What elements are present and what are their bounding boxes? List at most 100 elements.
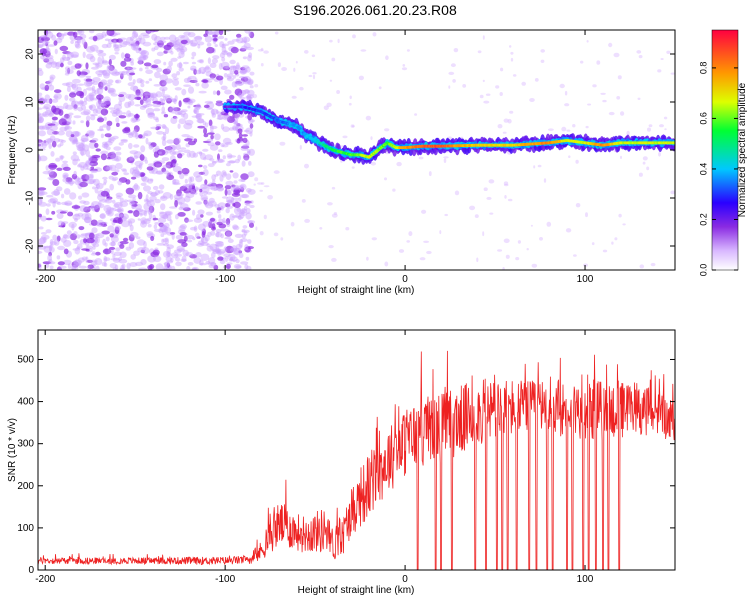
noise-blob (75, 43, 81, 49)
noise-blob (152, 103, 162, 108)
noise-blob (187, 31, 196, 38)
noise-blob (114, 213, 124, 218)
noise-blob (236, 79, 245, 86)
noise-blob (224, 185, 232, 190)
noise-blob (92, 81, 99, 85)
noise-blob (215, 141, 221, 146)
noise-blob (312, 74, 316, 80)
noise-blob (136, 239, 146, 246)
noise-blob (89, 173, 94, 179)
noise-blob (238, 132, 243, 139)
noise-blob (168, 60, 173, 67)
noise-blob (153, 161, 163, 168)
noise-blob (58, 118, 67, 126)
noise-blob (77, 257, 85, 263)
noise-blob (220, 143, 225, 148)
noise-blob (401, 67, 408, 71)
noise-blob (358, 75, 364, 81)
noise-blob (111, 171, 119, 176)
noise-blob (114, 208, 124, 212)
noise-blob (112, 253, 116, 259)
noise-blob (117, 207, 124, 214)
noise-blob (406, 240, 411, 243)
noise-blob (222, 137, 232, 145)
noise-blob (96, 203, 105, 209)
noise-blob (219, 174, 224, 182)
noise-blob (217, 256, 224, 261)
noise-blob (135, 165, 142, 169)
noise-blob (648, 124, 653, 128)
noise-blob (45, 138, 54, 143)
noise-blob (507, 118, 512, 124)
noise-blob (76, 70, 82, 76)
noise-blob (83, 163, 89, 170)
noise-blob (232, 126, 239, 131)
noise-blob (125, 179, 131, 185)
snr-x-tick-label: -100 (215, 574, 235, 585)
noise-blob (57, 144, 62, 148)
noise-blob (73, 115, 82, 119)
noise-blob (120, 214, 125, 219)
noise-blob (79, 181, 88, 188)
noise-blob (190, 226, 197, 231)
noise-blob (210, 262, 217, 267)
noise-blob (180, 258, 187, 262)
noise-blob (229, 65, 238, 71)
noise-blob (215, 102, 224, 106)
noise-blob (153, 255, 162, 263)
noise-blob (281, 67, 287, 71)
noise-blob (227, 189, 231, 196)
noise-blob (232, 259, 236, 263)
noise-blob (73, 259, 81, 267)
noise-blob (114, 71, 120, 76)
noise-blob (225, 200, 233, 203)
noise-blob (42, 170, 52, 175)
noise-blob (178, 118, 186, 125)
noise-blob (94, 258, 103, 266)
noise-blob (47, 169, 54, 176)
noise-blob (106, 209, 110, 216)
colorbar-tick-label: 0.0 (698, 264, 708, 277)
noise-blob (229, 59, 236, 65)
noise-blob (372, 32, 377, 37)
noise-blob (96, 64, 100, 67)
noise-blob (222, 220, 228, 224)
noise-blob (187, 99, 194, 106)
noise-blob (591, 242, 595, 246)
noise-blob (217, 251, 225, 254)
noise-blob (58, 109, 64, 116)
noise-blob (156, 51, 164, 57)
noise-blob (161, 106, 165, 113)
noise-blob (101, 31, 107, 38)
noise-blob (121, 121, 128, 124)
noise-blob (232, 225, 240, 231)
noise-blob (64, 66, 71, 71)
noise-blob (170, 98, 178, 103)
noise-blob (102, 176, 108, 180)
noise-blob (585, 212, 588, 218)
noise-blob (147, 191, 153, 195)
noise-blob (101, 61, 110, 65)
noise-blob (49, 197, 58, 203)
noise-blob (193, 267, 197, 270)
noise-blob (66, 86, 71, 93)
noise-blob (174, 95, 178, 102)
noise-blob (102, 69, 111, 77)
noise-blob (203, 199, 208, 205)
noise-blob (202, 165, 208, 170)
noise-blob (245, 202, 251, 207)
noise-blob (245, 188, 252, 193)
noise-blob (178, 67, 184, 72)
noise-blob (243, 42, 251, 49)
colorbar-tick-label: 0.2 (698, 213, 708, 226)
noise-blob (63, 32, 69, 36)
noise-blob (165, 211, 172, 216)
noise-blob (107, 87, 116, 95)
noise-blob (103, 204, 112, 213)
noise-blob (134, 160, 144, 167)
noise-blob (227, 253, 236, 261)
noise-blob (260, 62, 264, 67)
noise-blob (116, 207, 122, 213)
noise-blob (208, 221, 213, 229)
